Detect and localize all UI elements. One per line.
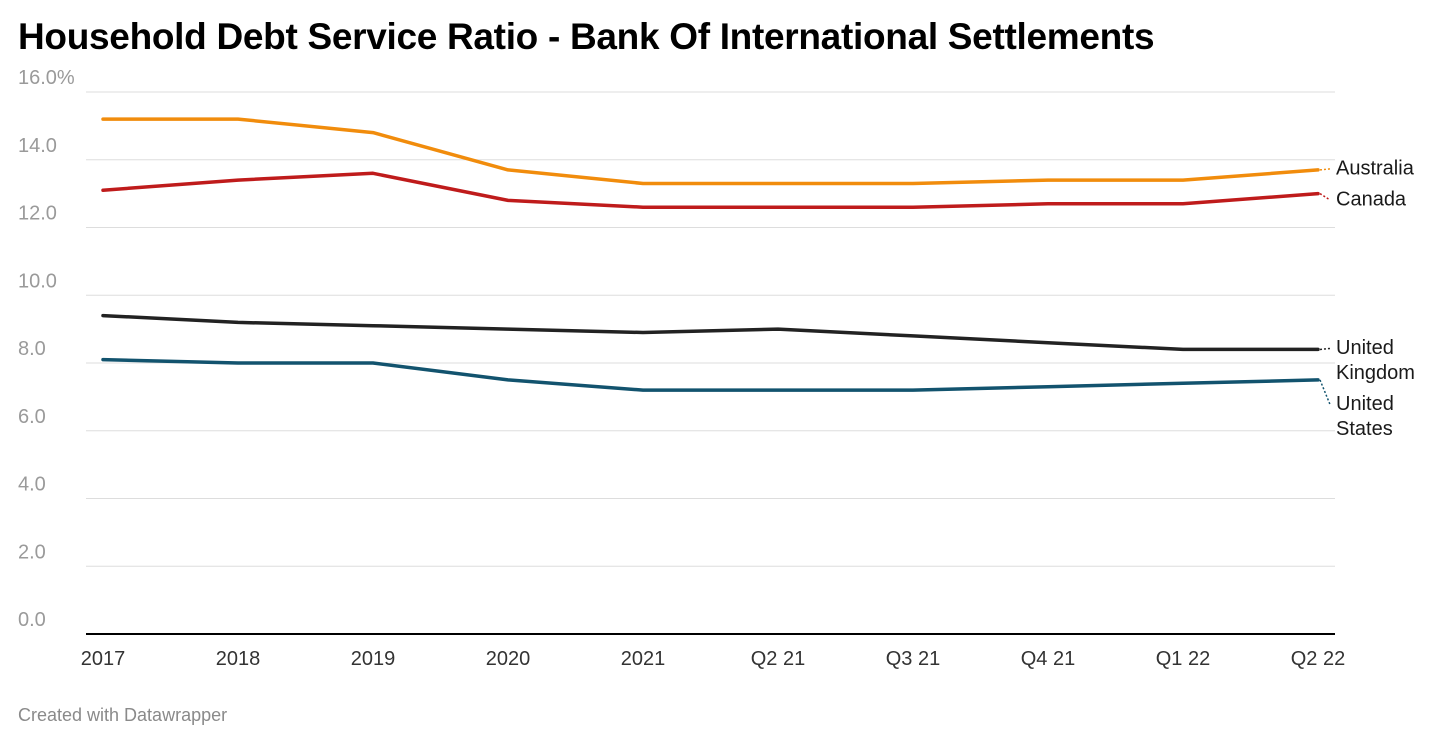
label-connector — [1319, 347, 1331, 351]
label-connector — [1319, 192, 1331, 201]
x-tick-label: 2021 — [621, 648, 666, 670]
x-tick-label: 2017 — [81, 648, 126, 670]
y-tick-label: 0.0 — [18, 609, 46, 631]
series-label-united-states: United States — [1319, 379, 1394, 440]
y-axis-ticks: 0.0 2.0 4.0 6.0 8.0 10.0 12.0 14.0 16.0% — [18, 67, 75, 631]
y-tick-label: 8.0 — [18, 338, 46, 360]
y-tick-label: 4.0 — [18, 474, 46, 496]
series-label-australia: Australia — [1319, 157, 1415, 179]
x-tick-label: Q2 22 — [1291, 648, 1345, 670]
x-tick-label: Q4 21 — [1021, 648, 1075, 670]
x-tick-label: Q1 22 — [1156, 648, 1210, 670]
x-axis-ticks: 2017 2018 2019 2020 2021 Q2 21 Q3 21 Q4 21 Q1 22… — [81, 648, 1345, 670]
y-tick-label: 2.0 — [18, 541, 46, 563]
label-connector — [1319, 379, 1331, 405]
chart-title: Household Debt Service Ratio - Bank Of I… — [18, 16, 1155, 57]
series-line-australia — [101, 117, 1320, 186]
y-tick-label: 6.0 — [18, 406, 46, 428]
series-line-canada — [101, 171, 1320, 209]
series-name: United States — [1336, 393, 1394, 440]
y-tick-label: 10.0 — [18, 270, 57, 292]
y-tick-label: 16.0% — [18, 67, 75, 89]
series-line-united-states — [101, 357, 1320, 392]
credit-footer: Created with Datawrapper — [18, 705, 228, 725]
series-name: Australia — [1336, 157, 1415, 179]
y-tick-label: 14.0 — [18, 135, 57, 157]
x-tick-label: Q2 21 — [751, 648, 805, 670]
series-name: Canada — [1336, 188, 1407, 210]
series-lines — [101, 117, 1320, 392]
x-tick-label: Q3 21 — [886, 648, 940, 670]
series-line-united-kingdom — [101, 313, 1320, 352]
series-label-united-kingdom: United Kingdom — [1319, 337, 1415, 384]
x-tick-label: 2018 — [216, 648, 261, 670]
gridlines — [86, 91, 1335, 635]
series-labels: Australia Canada United Kingdom United States — [1319, 157, 1415, 440]
label-connector — [1319, 168, 1331, 171]
y-tick-label: 12.0 — [18, 203, 57, 225]
series-label-canada: Canada — [1319, 188, 1407, 210]
series-name: United Kingdom — [1336, 337, 1415, 384]
x-tick-label: 2020 — [486, 648, 531, 670]
x-tick-label: 2019 — [351, 648, 396, 670]
